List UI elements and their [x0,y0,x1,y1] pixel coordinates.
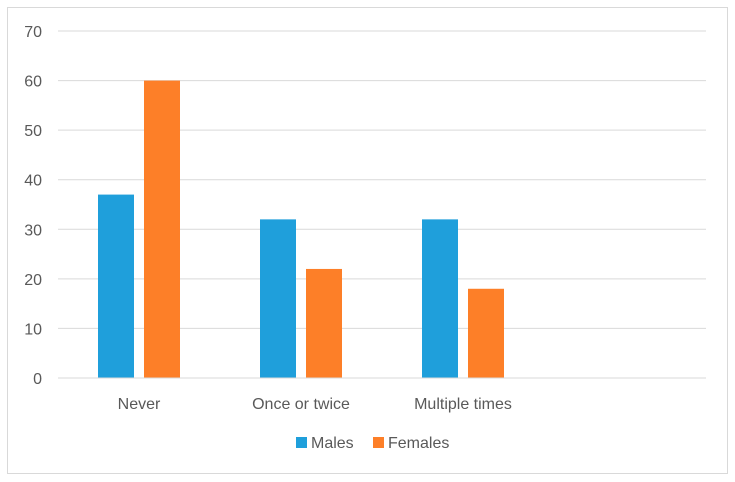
y-tick-label: 60 [24,74,42,91]
x-axis-categories: Never Once or twice Multiple times [118,396,512,413]
legend-label-females: Females [388,435,449,452]
legend-swatch-females [373,437,384,448]
bars [98,80,504,379]
y-axis-ticks: 0 10 20 30 40 50 60 70 [24,24,42,388]
x-category-label: Multiple times [414,396,512,413]
x-category-label: Never [118,396,161,413]
bar-males-1 [260,219,296,378]
y-tick-label: 30 [24,222,42,239]
y-tick-label: 40 [24,173,42,190]
bar-males-2 [422,219,458,378]
y-tick-label: 10 [24,321,42,338]
legend-swatch-males [296,437,307,448]
y-tick-label: 50 [24,123,42,140]
bar-females-1 [306,268,342,378]
x-category-label: Once or twice [252,396,350,413]
bar-males-0 [98,194,134,378]
y-tick-label: 70 [24,24,42,41]
y-tick-label: 20 [24,272,42,289]
bar-females-0 [144,80,180,379]
legend-label-males: Males [311,435,354,452]
y-tick-label: 0 [33,371,42,388]
bar-females-2 [468,288,504,378]
legend: Males Females [296,435,449,452]
